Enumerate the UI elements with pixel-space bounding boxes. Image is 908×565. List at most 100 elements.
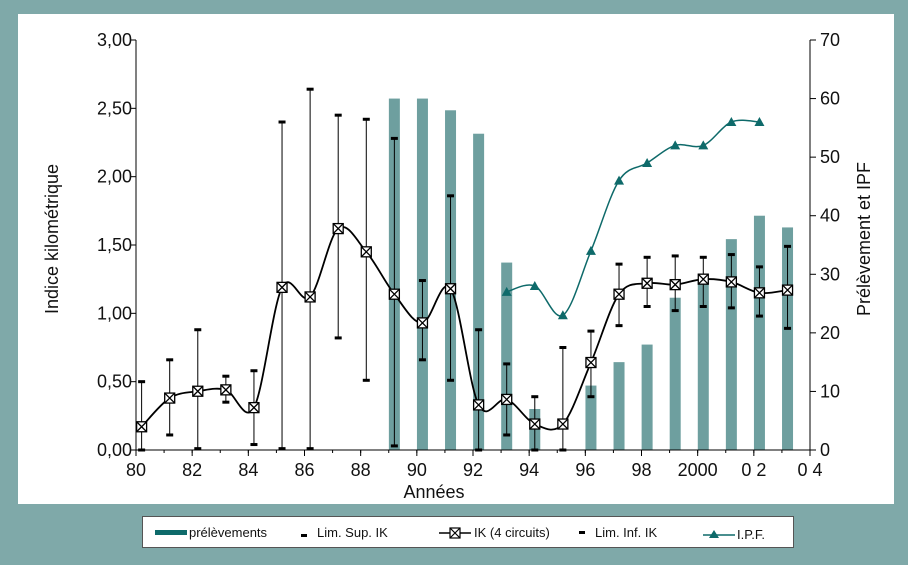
x-tick-label: 92 — [463, 460, 483, 480]
x-tick-label: 90 — [407, 460, 427, 480]
lim-sup-marker — [278, 120, 286, 124]
legend-label-lim-sup: Lim. Sup. IK — [317, 525, 388, 540]
ik-point-cross — [276, 281, 288, 293]
lim-inf-marker — [587, 395, 595, 399]
lim-inf-marker — [503, 433, 511, 437]
bar-prelevements — [416, 98, 428, 451]
plot-panel: 0,00 0,50 1,00 1,50 2,00 2,50 3,00 0 10 20 30 40 50 6… — [18, 14, 894, 504]
ik-point-cross — [697, 273, 709, 285]
ik-point-cross — [445, 283, 456, 295]
ik-point-cross — [641, 277, 653, 289]
y-axis-label-left: Indice kilométrique — [42, 164, 62, 314]
lim-sup-marker — [587, 329, 595, 333]
bar-prelevements — [782, 227, 794, 450]
legend-marker-lim-inf — [579, 531, 585, 534]
x-tick-label: 98 — [631, 460, 651, 480]
ipf-point — [585, 245, 596, 255]
lim-inf-marker — [278, 447, 286, 451]
x-axis-label: Années — [403, 482, 464, 502]
ik-point-cross — [529, 418, 541, 430]
ik-point-cross — [192, 385, 204, 397]
legend-item-ipf: I.P.F. — [703, 527, 765, 542]
legend-label-ipf: I.P.F. — [737, 527, 765, 542]
ik-point-cross — [164, 392, 176, 404]
ik-point-cross — [332, 223, 344, 235]
ik-point-cross — [220, 384, 232, 396]
lim-sup-marker — [334, 113, 342, 117]
lim-inf-marker — [194, 447, 202, 451]
ik-line — [140, 226, 788, 431]
ik-point-cross — [388, 288, 400, 300]
lim-sup-marker — [194, 328, 202, 332]
lim-sup-marker — [222, 374, 230, 378]
error-bars — [138, 87, 792, 452]
legend-item-prelevements: prélèvements — [155, 525, 268, 540]
ik-point-cross — [669, 279, 681, 291]
ipf-point — [754, 117, 765, 126]
legend-svg: prélèvements Lim. Sup. IK IK (4 circuits… — [155, 525, 765, 542]
chart-svg: 0,00 0,50 1,00 1,50 2,00 2,50 3,00 0 10 20 30 40 50 6… — [42, 30, 874, 502]
lim-inf-marker — [250, 443, 258, 447]
bar-prelevements — [613, 362, 625, 450]
lim-inf-marker — [727, 306, 735, 310]
y-left-tick-label: 0,50 — [97, 372, 132, 392]
bar-prelevements — [669, 297, 681, 450]
legend-swatch-prelevements — [155, 530, 187, 535]
bar-prelevements — [585, 385, 597, 450]
x-tick-label: 86 — [294, 460, 314, 480]
axes: 0,00 0,50 1,00 1,50 2,00 2,50 3,00 0 10 20 30 40 50 6… — [97, 30, 840, 480]
lim-inf-marker — [418, 358, 426, 362]
line-series-ipf — [501, 117, 765, 320]
ik-point-cross — [416, 317, 428, 329]
y-right-tick-label: 40 — [820, 206, 840, 226]
y-right-tick-label: 20 — [820, 323, 840, 343]
y-right-tick-label: 0 — [820, 440, 830, 460]
ipf-line — [506, 119, 760, 317]
y-left-tick-label: 0,00 — [97, 440, 132, 460]
x-tick-label: 0 2 — [741, 460, 766, 480]
bar-prelevements — [697, 280, 709, 450]
x-tick-label: 84 — [238, 460, 258, 480]
lim-sup-marker — [306, 87, 314, 91]
ik-point-cross — [557, 418, 569, 430]
lim-sup-marker — [503, 362, 511, 366]
lim-sup-marker — [166, 358, 174, 362]
ik-point-cross — [473, 399, 485, 411]
bar-prelevements — [725, 239, 737, 450]
lim-inf-marker — [166, 433, 174, 437]
lim-sup-marker — [531, 395, 539, 399]
ik-point-cross — [304, 291, 316, 303]
x-tick-label: 2000 — [678, 460, 718, 480]
lim-sup-marker — [138, 380, 146, 384]
lim-inf-marker — [699, 305, 707, 308]
x-tick-label: 96 — [575, 460, 595, 480]
lim-sup-marker — [390, 136, 398, 140]
lim-inf-marker — [615, 324, 623, 328]
y-left-tick-label: 1,00 — [97, 303, 132, 323]
lim-sup-marker — [699, 255, 707, 259]
ik-point-cross — [136, 421, 148, 433]
lim-sup-marker — [755, 265, 763, 269]
legend-cross-ik — [449, 527, 461, 539]
y-left-tick-label: 1,50 — [97, 235, 132, 255]
ik-point-cross — [753, 287, 765, 299]
y-right-tick-label: 30 — [820, 264, 840, 284]
lim-inf-marker — [334, 336, 342, 340]
legend-item-lim-inf: Lim. Inf. IK — [579, 525, 657, 540]
legend-item-ik: IK (4 circuits) — [439, 525, 550, 540]
ik-point-cross — [782, 284, 793, 296]
lim-sup-marker — [475, 328, 483, 332]
lim-inf-marker — [643, 305, 651, 308]
lim-inf-marker — [671, 309, 679, 313]
ipf-point — [529, 281, 540, 290]
legend-label-lim-inf: Lim. Inf. IK — [595, 525, 657, 540]
y-right-tick-label: 50 — [820, 147, 840, 167]
lim-sup-marker — [615, 262, 623, 266]
ik-point-cross — [725, 276, 737, 288]
bar-prelevements — [641, 344, 653, 450]
legend-marker-lim-sup — [301, 534, 307, 537]
y-left-tick-label: 2,00 — [97, 167, 132, 187]
legend: prélèvements Lim. Sup. IK IK (4 circuits… — [142, 516, 794, 548]
ipf-point — [557, 310, 568, 320]
